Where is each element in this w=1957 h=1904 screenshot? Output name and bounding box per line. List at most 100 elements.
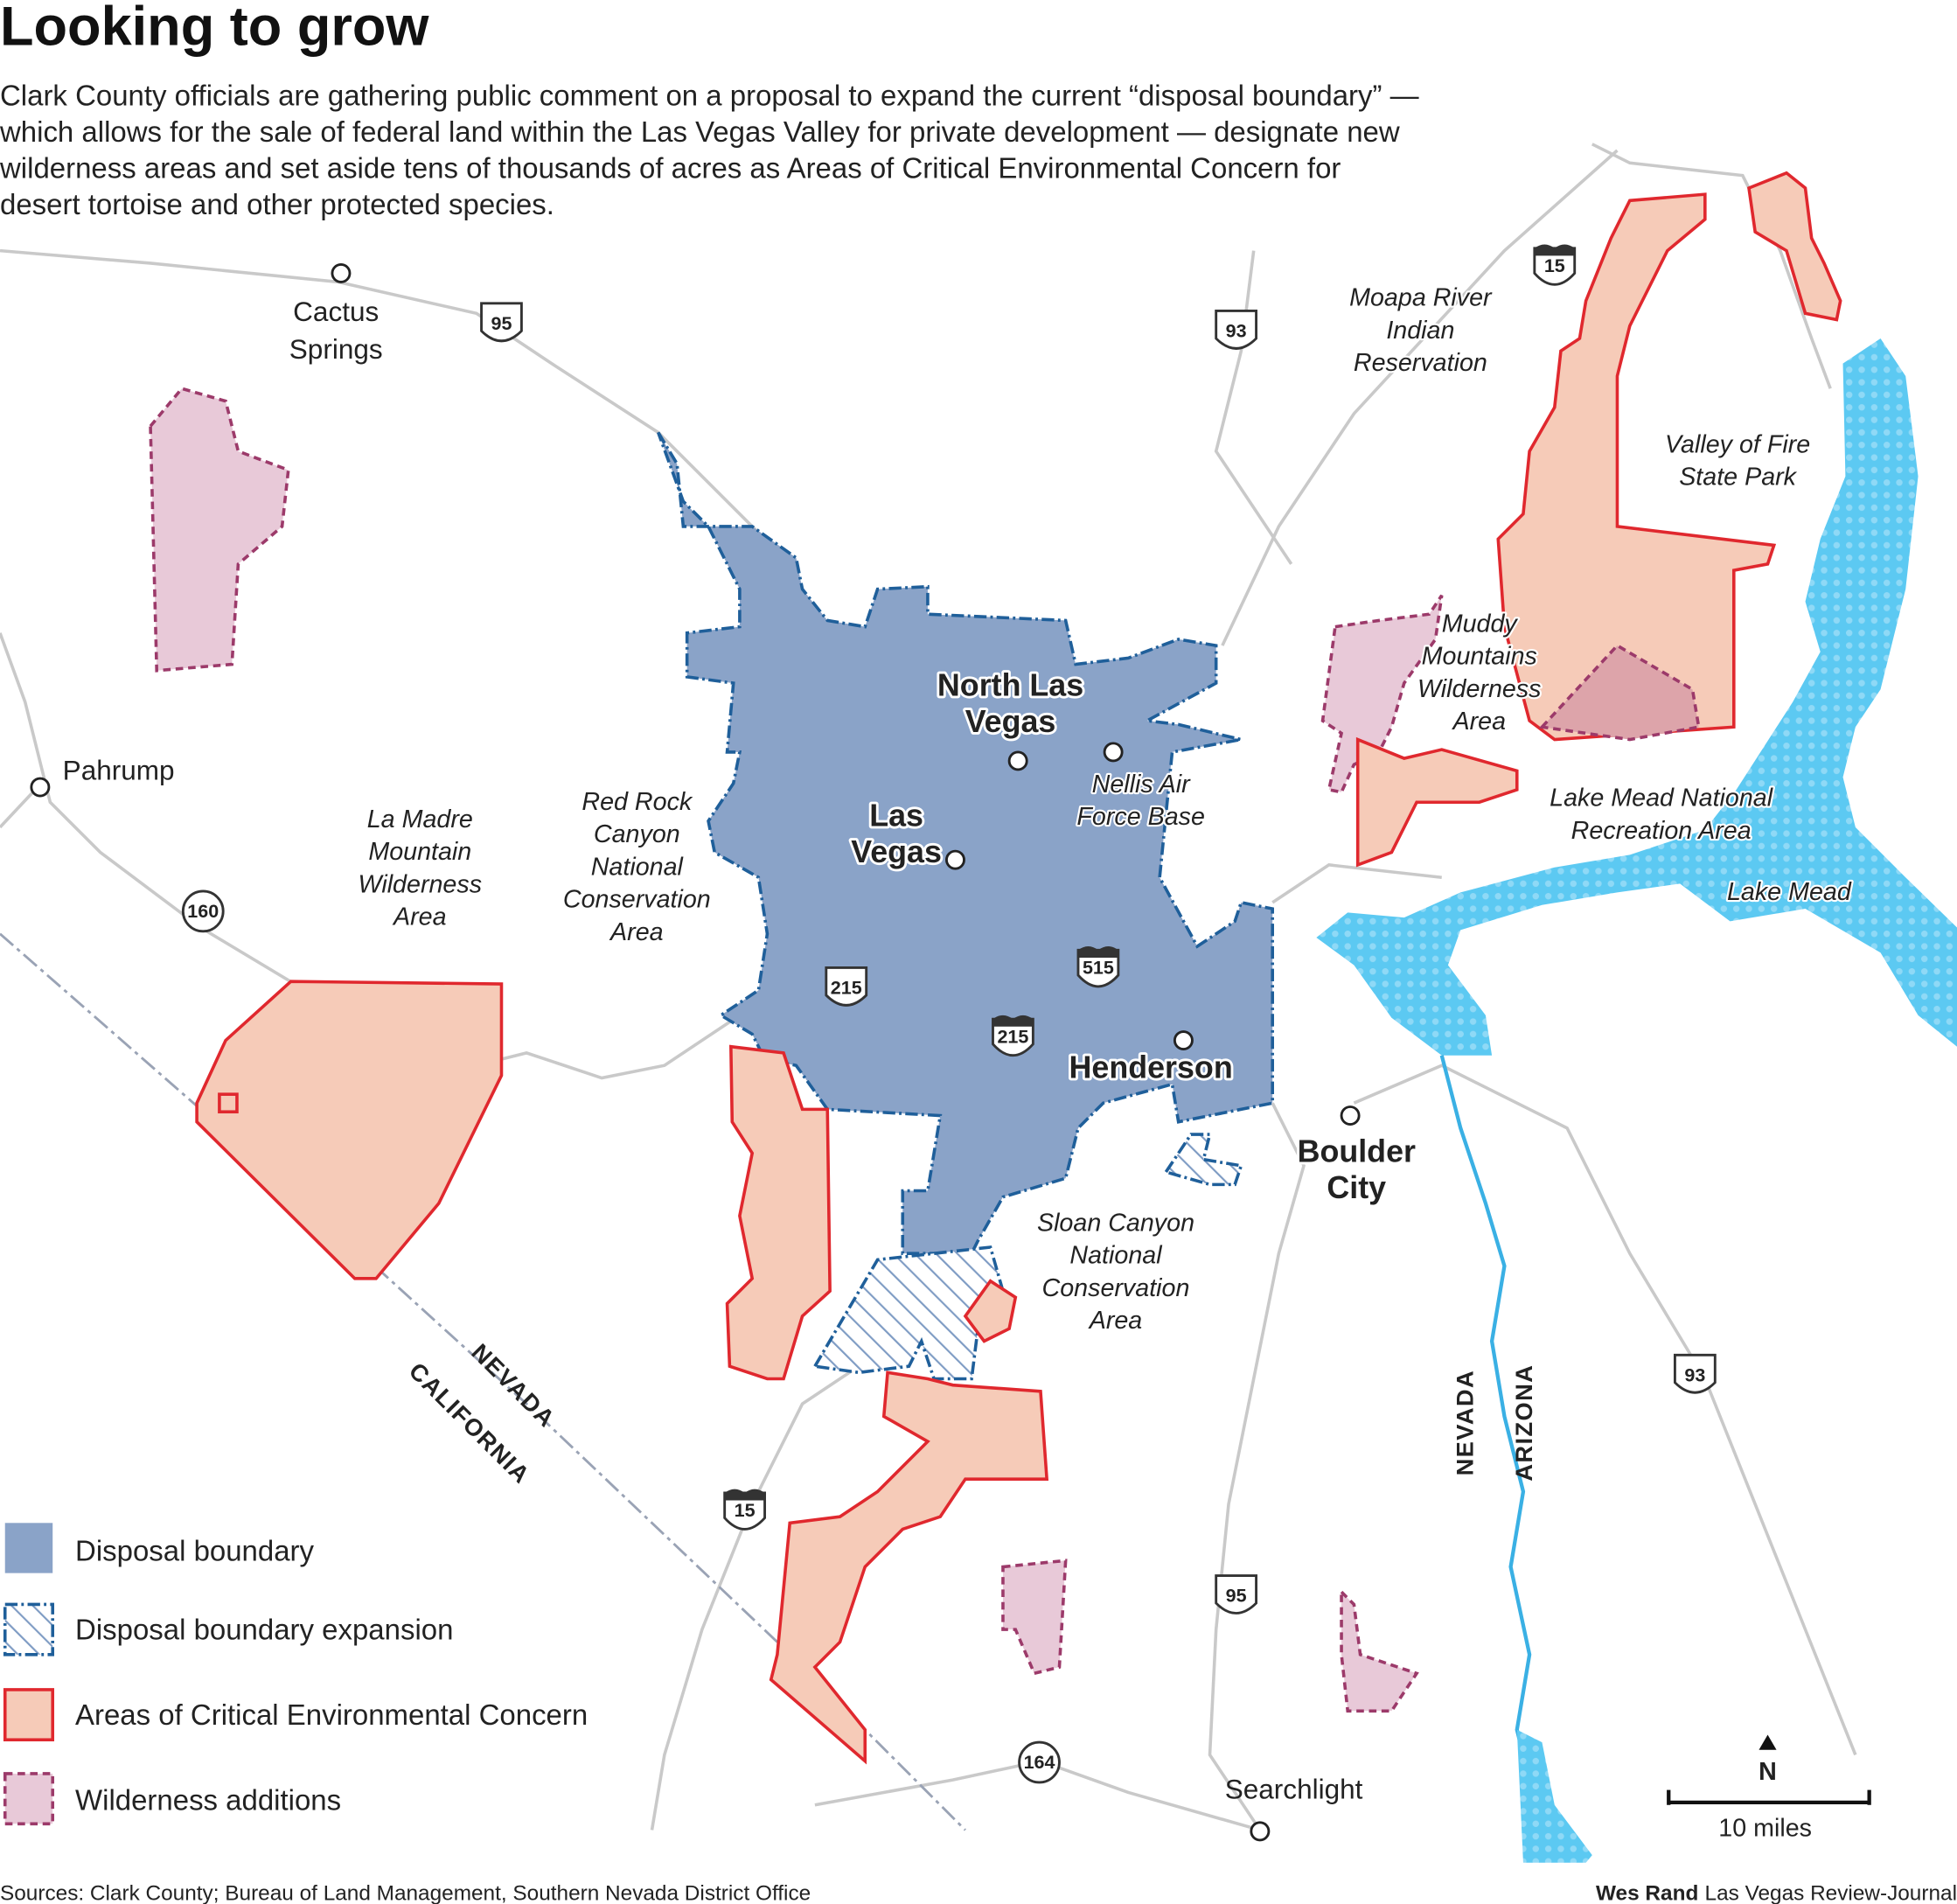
shield-number: 93 <box>1226 321 1247 342</box>
town-label: City <box>1327 1170 1386 1205</box>
area-label: Lake Mead <box>1727 878 1852 906</box>
highway-shield: 15 <box>1533 244 1577 286</box>
area-label: Red Rock <box>582 788 693 816</box>
shield-shape <box>1215 309 1257 350</box>
scale-bar <box>1667 1734 1871 1805</box>
highway-shield: 215 <box>992 1015 1034 1057</box>
shield-number: 15 <box>1544 255 1565 276</box>
scale-label: 10 miles <box>1718 1815 1812 1843</box>
highway-shield: 95 <box>1215 1574 1257 1615</box>
area-label: Valley of Fire <box>1665 430 1810 458</box>
description-line: wilderness areas and set aside tens of t… <box>0 152 1341 185</box>
town-label: Henderson <box>1069 1050 1233 1085</box>
area-label: Conservation <box>563 886 711 914</box>
description-line: which allows for the sale of federal lan… <box>0 115 1400 148</box>
area-label: Muddy <box>1442 610 1519 638</box>
legend-label: Disposal boundary <box>75 1534 315 1566</box>
disposal-boundary <box>657 431 1274 1255</box>
area-label: Recreation Area <box>1571 817 1752 845</box>
highway-shield: 93 <box>1215 309 1257 350</box>
credit-name: Wes Rand <box>1596 1882 1698 1904</box>
town-label: Springs <box>289 333 383 365</box>
area-label: National <box>591 853 685 881</box>
legend-swatches <box>3 1523 55 1826</box>
area-label: Area <box>1451 708 1506 736</box>
shield-shape <box>1076 948 1120 988</box>
shield-number: 515 <box>1083 958 1114 979</box>
area-label: Indian <box>1386 317 1454 345</box>
shield-shape <box>1215 1574 1257 1615</box>
wilderness-additions <box>149 387 1444 1713</box>
shield-shape <box>825 966 868 1007</box>
shield-top <box>724 1489 765 1501</box>
shield-number: 160 <box>187 901 219 922</box>
shield-shape <box>723 1491 766 1531</box>
shield-top <box>992 1015 1034 1027</box>
legend-label: Wilderness additions <box>75 1784 341 1817</box>
shield-top <box>1077 946 1118 958</box>
credit: Wes Rand Las Vegas Review-Journal <box>1596 1882 1957 1904</box>
area-label: La Madre <box>367 806 473 833</box>
lake-mead <box>1316 338 1957 1863</box>
shield-number: 93 <box>1684 1364 1705 1385</box>
town-label: Boulder <box>1298 1134 1416 1169</box>
area-label: Sloan Canyon <box>1037 1209 1194 1237</box>
credit-org: Las Vegas Review-Journal <box>1705 1882 1957 1904</box>
disposal-expansion <box>812 1133 1243 1381</box>
shield-number: 215 <box>997 1026 1028 1047</box>
highway-shield: 93 <box>1673 1353 1717 1394</box>
area-label: Wilderness <box>359 870 483 898</box>
shield-number: 164 <box>1024 1752 1055 1773</box>
area-label: National <box>1069 1242 1163 1270</box>
state-label: ARIZONA <box>1510 1364 1537 1482</box>
description-line: Clark County officials are gathering pub… <box>0 79 1419 111</box>
town-label: Vegas <box>965 704 1056 739</box>
highway-shield: 160 <box>181 889 225 933</box>
shield-shape <box>1018 1740 1061 1784</box>
legend-label: Disposal boundary expansion <box>75 1614 453 1646</box>
town-label: Las <box>869 798 923 833</box>
acec-areas <box>195 171 1842 1765</box>
state-label: NEVADA <box>1452 1370 1479 1475</box>
town-label: Vegas <box>851 834 942 869</box>
highway-shield: 215 <box>825 966 868 1007</box>
area-label: Conservation <box>1042 1274 1190 1302</box>
shield-number: 95 <box>491 313 512 334</box>
area-label: State Park <box>1679 464 1797 492</box>
shield-number: 15 <box>735 1500 756 1521</box>
highway-shield: 15 <box>723 1489 766 1531</box>
town-dots <box>30 262 1361 1842</box>
shield-top <box>1534 244 1575 256</box>
shield-shape <box>480 302 523 343</box>
shield-shape <box>181 889 225 933</box>
description-line: desert tortoise and other protected spec… <box>0 188 554 220</box>
area-label: Wilderness <box>1417 675 1542 703</box>
shield-number: 95 <box>1226 1586 1247 1607</box>
wilderness-overlap <box>1538 643 1701 742</box>
area-label: Area <box>1088 1307 1143 1335</box>
area-label: Force Base <box>1076 803 1205 831</box>
town-label: North Las <box>937 667 1083 702</box>
area-label: Moapa River <box>1349 284 1493 312</box>
shield-shape <box>1673 1353 1717 1394</box>
shield-number: 215 <box>831 978 862 999</box>
shield-shape <box>1533 247 1577 286</box>
north-label: N <box>1759 1758 1777 1786</box>
title: Looking to grow <box>0 0 429 58</box>
sources: Sources: Clark County; Bureau of Land Ma… <box>0 1882 811 1904</box>
legend-label: Areas of Critical Environmental Concern <box>75 1698 588 1731</box>
area-label: Mountains <box>1422 643 1537 671</box>
area-label: Area <box>392 903 447 931</box>
town-label: Pahrump <box>63 754 175 785</box>
area-label: Area <box>609 918 664 946</box>
town-label: Cactus <box>293 296 379 327</box>
highway-shield: 515 <box>1076 946 1120 988</box>
area-label: Mountain <box>368 838 471 866</box>
area-label: Lake Mead National <box>1550 785 1774 813</box>
town-label: Searchlight <box>1225 1774 1363 1805</box>
area-label: Canyon <box>594 820 680 848</box>
shield-shape <box>992 1017 1034 1057</box>
area-label: Nellis Air <box>1092 771 1191 799</box>
area-label: Reservation <box>1354 349 1487 377</box>
